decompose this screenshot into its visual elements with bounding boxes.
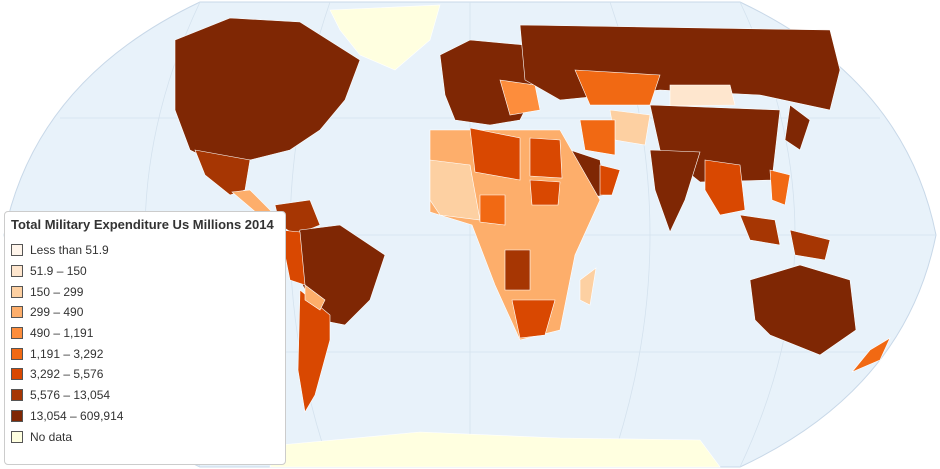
- legend: Total Military Expenditure Us Millions 2…: [4, 211, 286, 465]
- legend-swatch: [11, 347, 23, 360]
- legend-swatch: [11, 409, 23, 422]
- legend-label: Less than 51.9: [30, 243, 109, 258]
- legend-item[interactable]: 51.9 – 150: [11, 261, 279, 282]
- legend-item[interactable]: No data: [11, 426, 279, 447]
- legend-label: 3,292 – 5,576: [30, 367, 104, 382]
- legend-item[interactable]: 299 – 490: [11, 302, 279, 323]
- legend-items: Less than 51.9 51.9 – 150 150 – 299 299 – 4…: [11, 240, 279, 447]
- legend-label: 5,576 – 13,054: [30, 388, 111, 403]
- legend-swatch: [11, 285, 23, 298]
- legend-label: No data: [30, 429, 73, 444]
- legend-item[interactable]: 150 – 299: [11, 281, 279, 302]
- legend-item[interactable]: Less than 51.9: [11, 240, 279, 261]
- legend-item[interactable]: 1,191 – 3,292: [11, 343, 279, 364]
- legend-label: 51.9 – 150: [30, 264, 87, 279]
- legend-swatch: [11, 306, 23, 319]
- legend-swatch: [11, 244, 23, 257]
- legend-swatch: [11, 265, 23, 278]
- legend-item[interactable]: 3,292 – 5,576: [11, 364, 279, 385]
- legend-item[interactable]: 13,054 – 609,914: [11, 406, 279, 427]
- countries: [174, 4, 891, 468]
- legend-item[interactable]: 490 – 1,191: [11, 323, 279, 344]
- legend-swatch: [11, 430, 23, 443]
- legend-label: 13,054 – 609,914: [30, 408, 124, 423]
- legend-swatch: [11, 327, 23, 340]
- legend-label: 490 – 1,191: [30, 326, 94, 341]
- legend-label: 1,191 – 3,292: [30, 346, 104, 361]
- legend-label: 299 – 490: [30, 305, 84, 320]
- legend-label: 150 – 299: [30, 284, 84, 299]
- legend-item[interactable]: 5,576 – 13,054: [11, 385, 279, 406]
- legend-title: Total Military Expenditure Us Millions 2…: [11, 217, 274, 232]
- legend-swatch: [11, 368, 23, 381]
- legend-swatch: [11, 389, 23, 402]
